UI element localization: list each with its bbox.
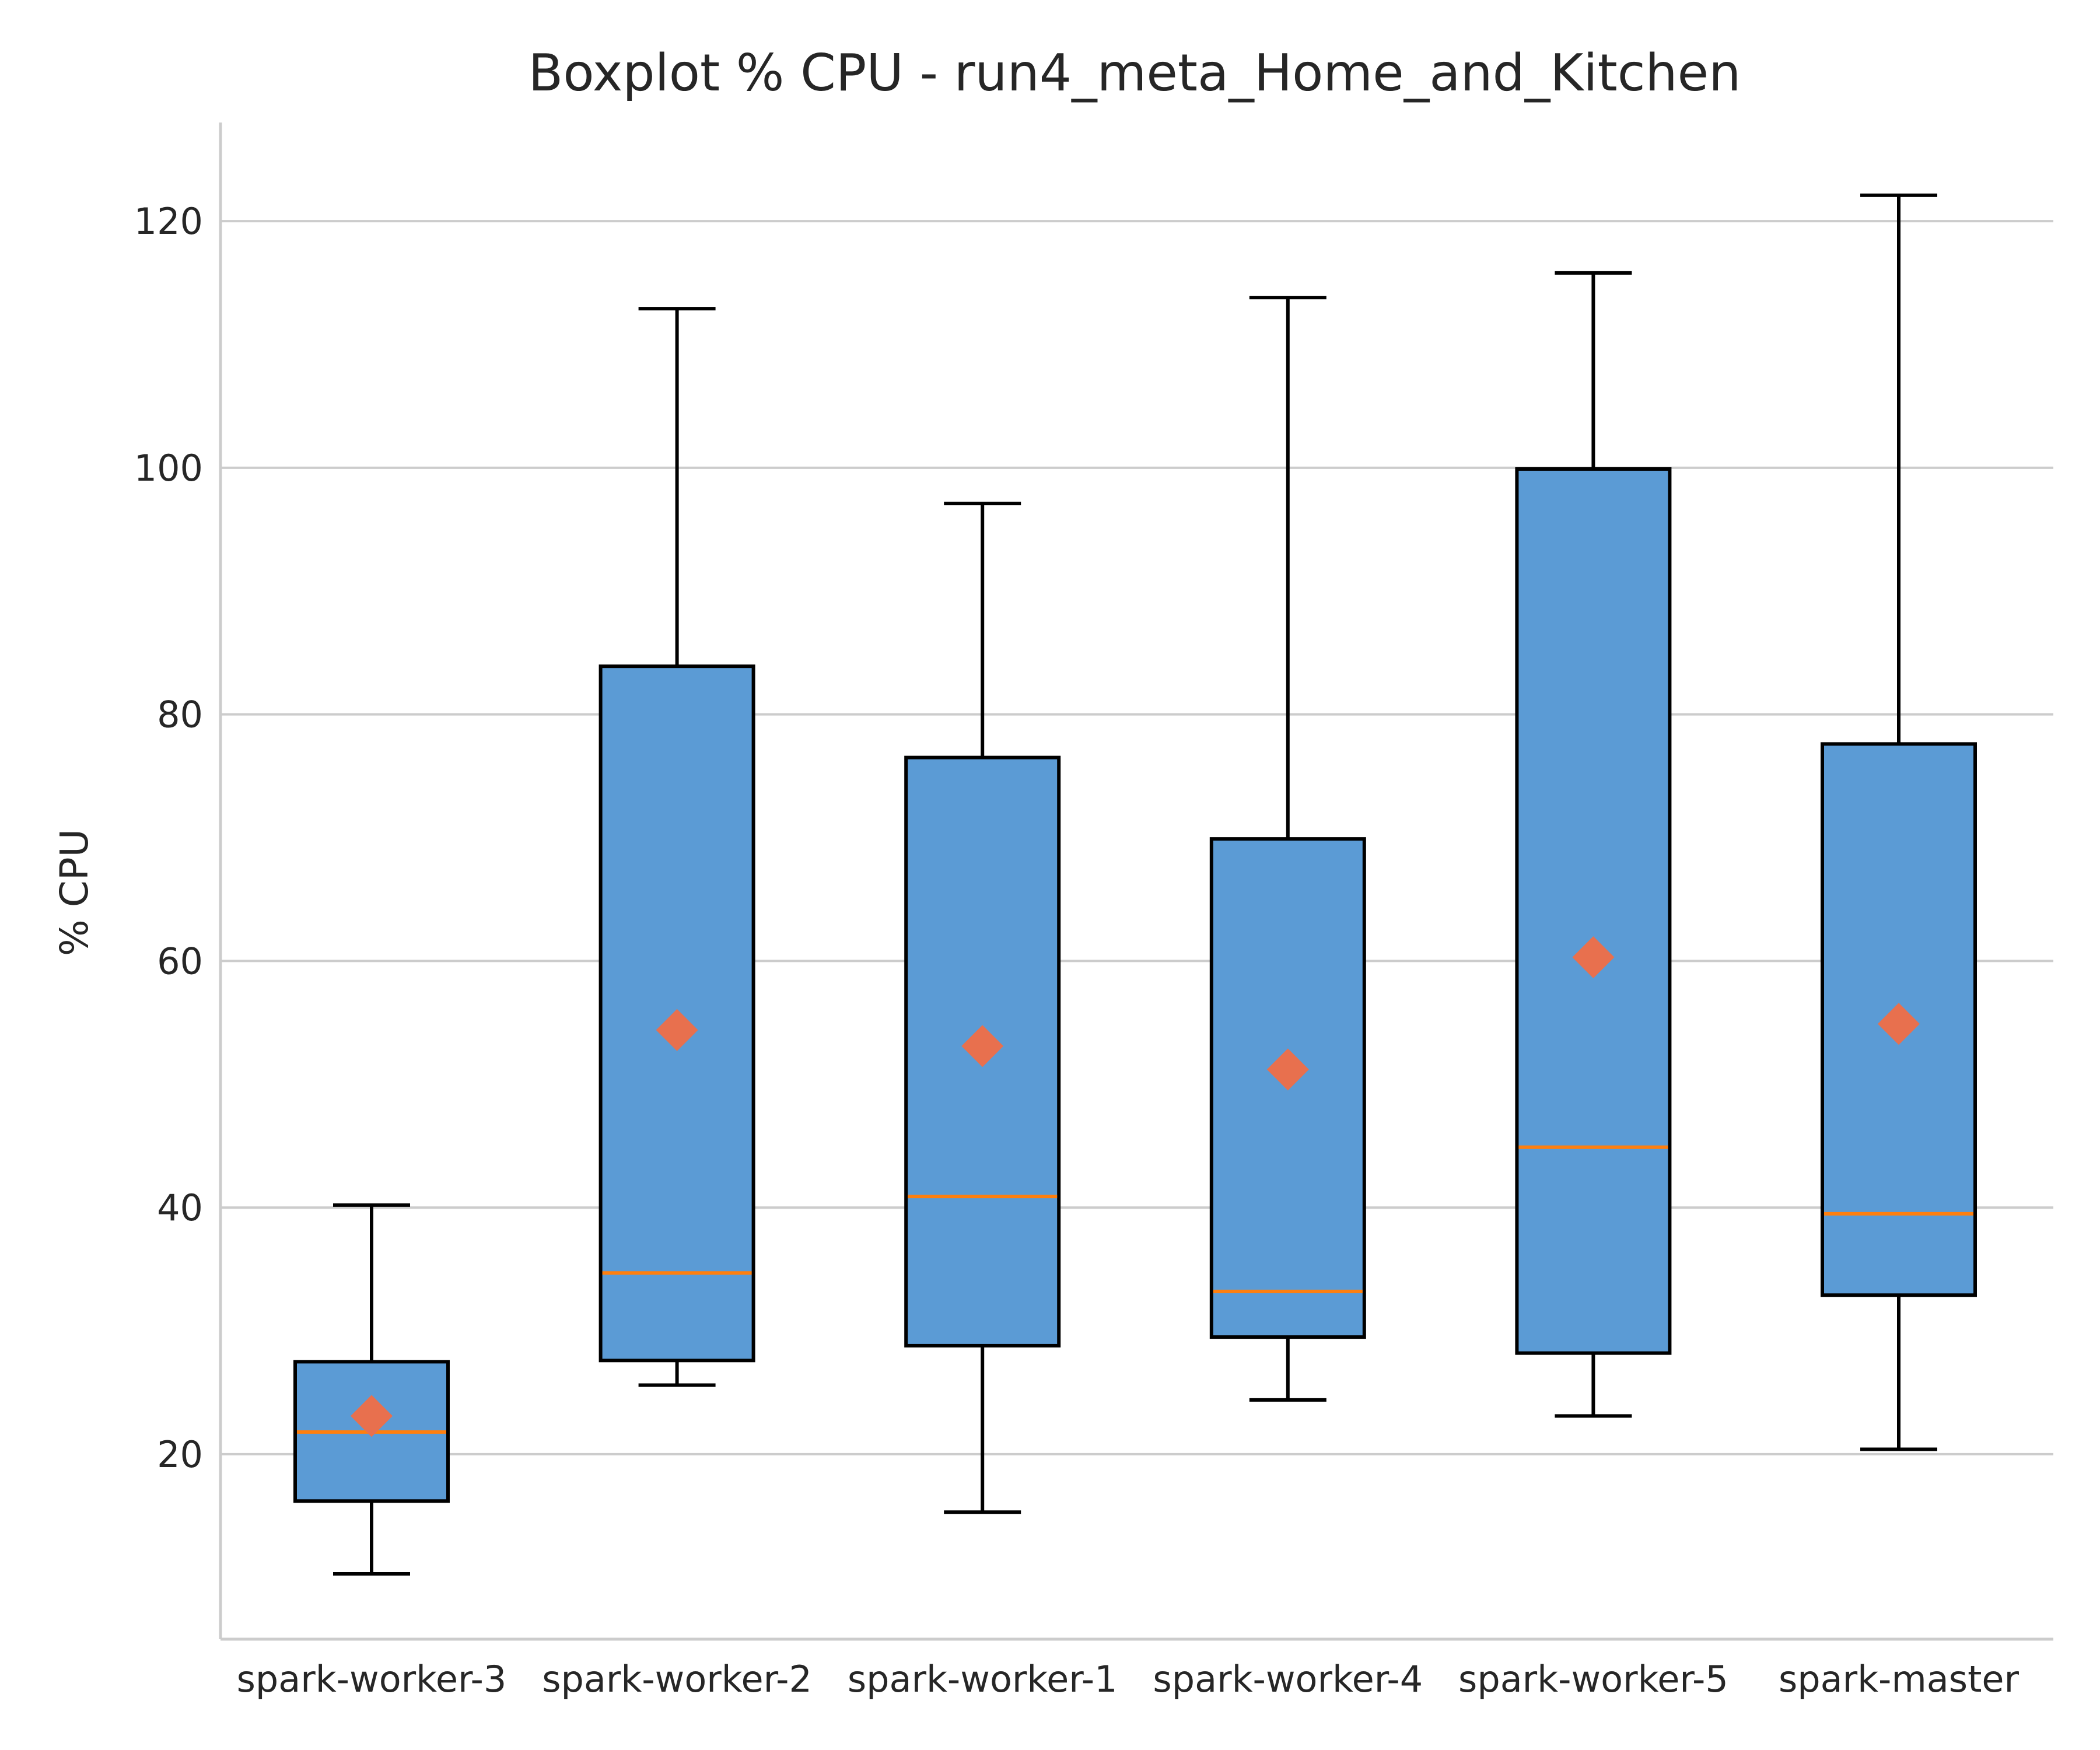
y-tick-label: 40: [157, 1186, 203, 1229]
mean-marker: [656, 1009, 698, 1051]
x-tick-label: spark-worker-1: [848, 1658, 1118, 1700]
x-tick-label: spark-worker-3: [237, 1658, 507, 1700]
mean-marker: [961, 1025, 1004, 1068]
mean-marker: [1878, 1003, 1920, 1045]
box-group: [904, 502, 1061, 1514]
x-tick-label: spark-worker-5: [1458, 1658, 1728, 1700]
y-tick-label: 120: [134, 200, 203, 243]
y-tick-label: 80: [157, 694, 203, 736]
x-tick-label: spark-master: [1779, 1658, 2020, 1700]
box-group: [1515, 271, 1672, 1418]
axes: [219, 123, 2053, 1641]
iqr-box: [1515, 467, 1672, 1355]
mean-marker: [1572, 936, 1615, 979]
chart-title: Boxplot % CPU - run4_meta_Home_and_Kitch…: [528, 43, 1741, 103]
y-tick-label: 100: [134, 447, 203, 489]
y-axis-label: % CPU: [52, 829, 97, 956]
box-series: [293, 193, 1977, 1576]
mean-marker: [1266, 1048, 1309, 1091]
box-group: [1209, 296, 1366, 1402]
y-tick-labels: 20 40 60 80 100 120: [134, 200, 203, 1476]
x-tick-label: spark-worker-4: [1153, 1658, 1423, 1700]
box-group: [293, 1203, 450, 1576]
box-group: [598, 307, 755, 1387]
mean-marker: [351, 1395, 393, 1437]
y-tick-label: 20: [157, 1433, 203, 1476]
grid-lines: [220, 220, 2053, 1455]
x-tick-label: spark-worker-2: [542, 1658, 812, 1700]
y-tick-label: 60: [157, 940, 203, 982]
box-group: [1821, 193, 1977, 1451]
x-tick-labels: spark-worker-3 spark-worker-2 spark-worker…: [237, 1658, 2020, 1700]
